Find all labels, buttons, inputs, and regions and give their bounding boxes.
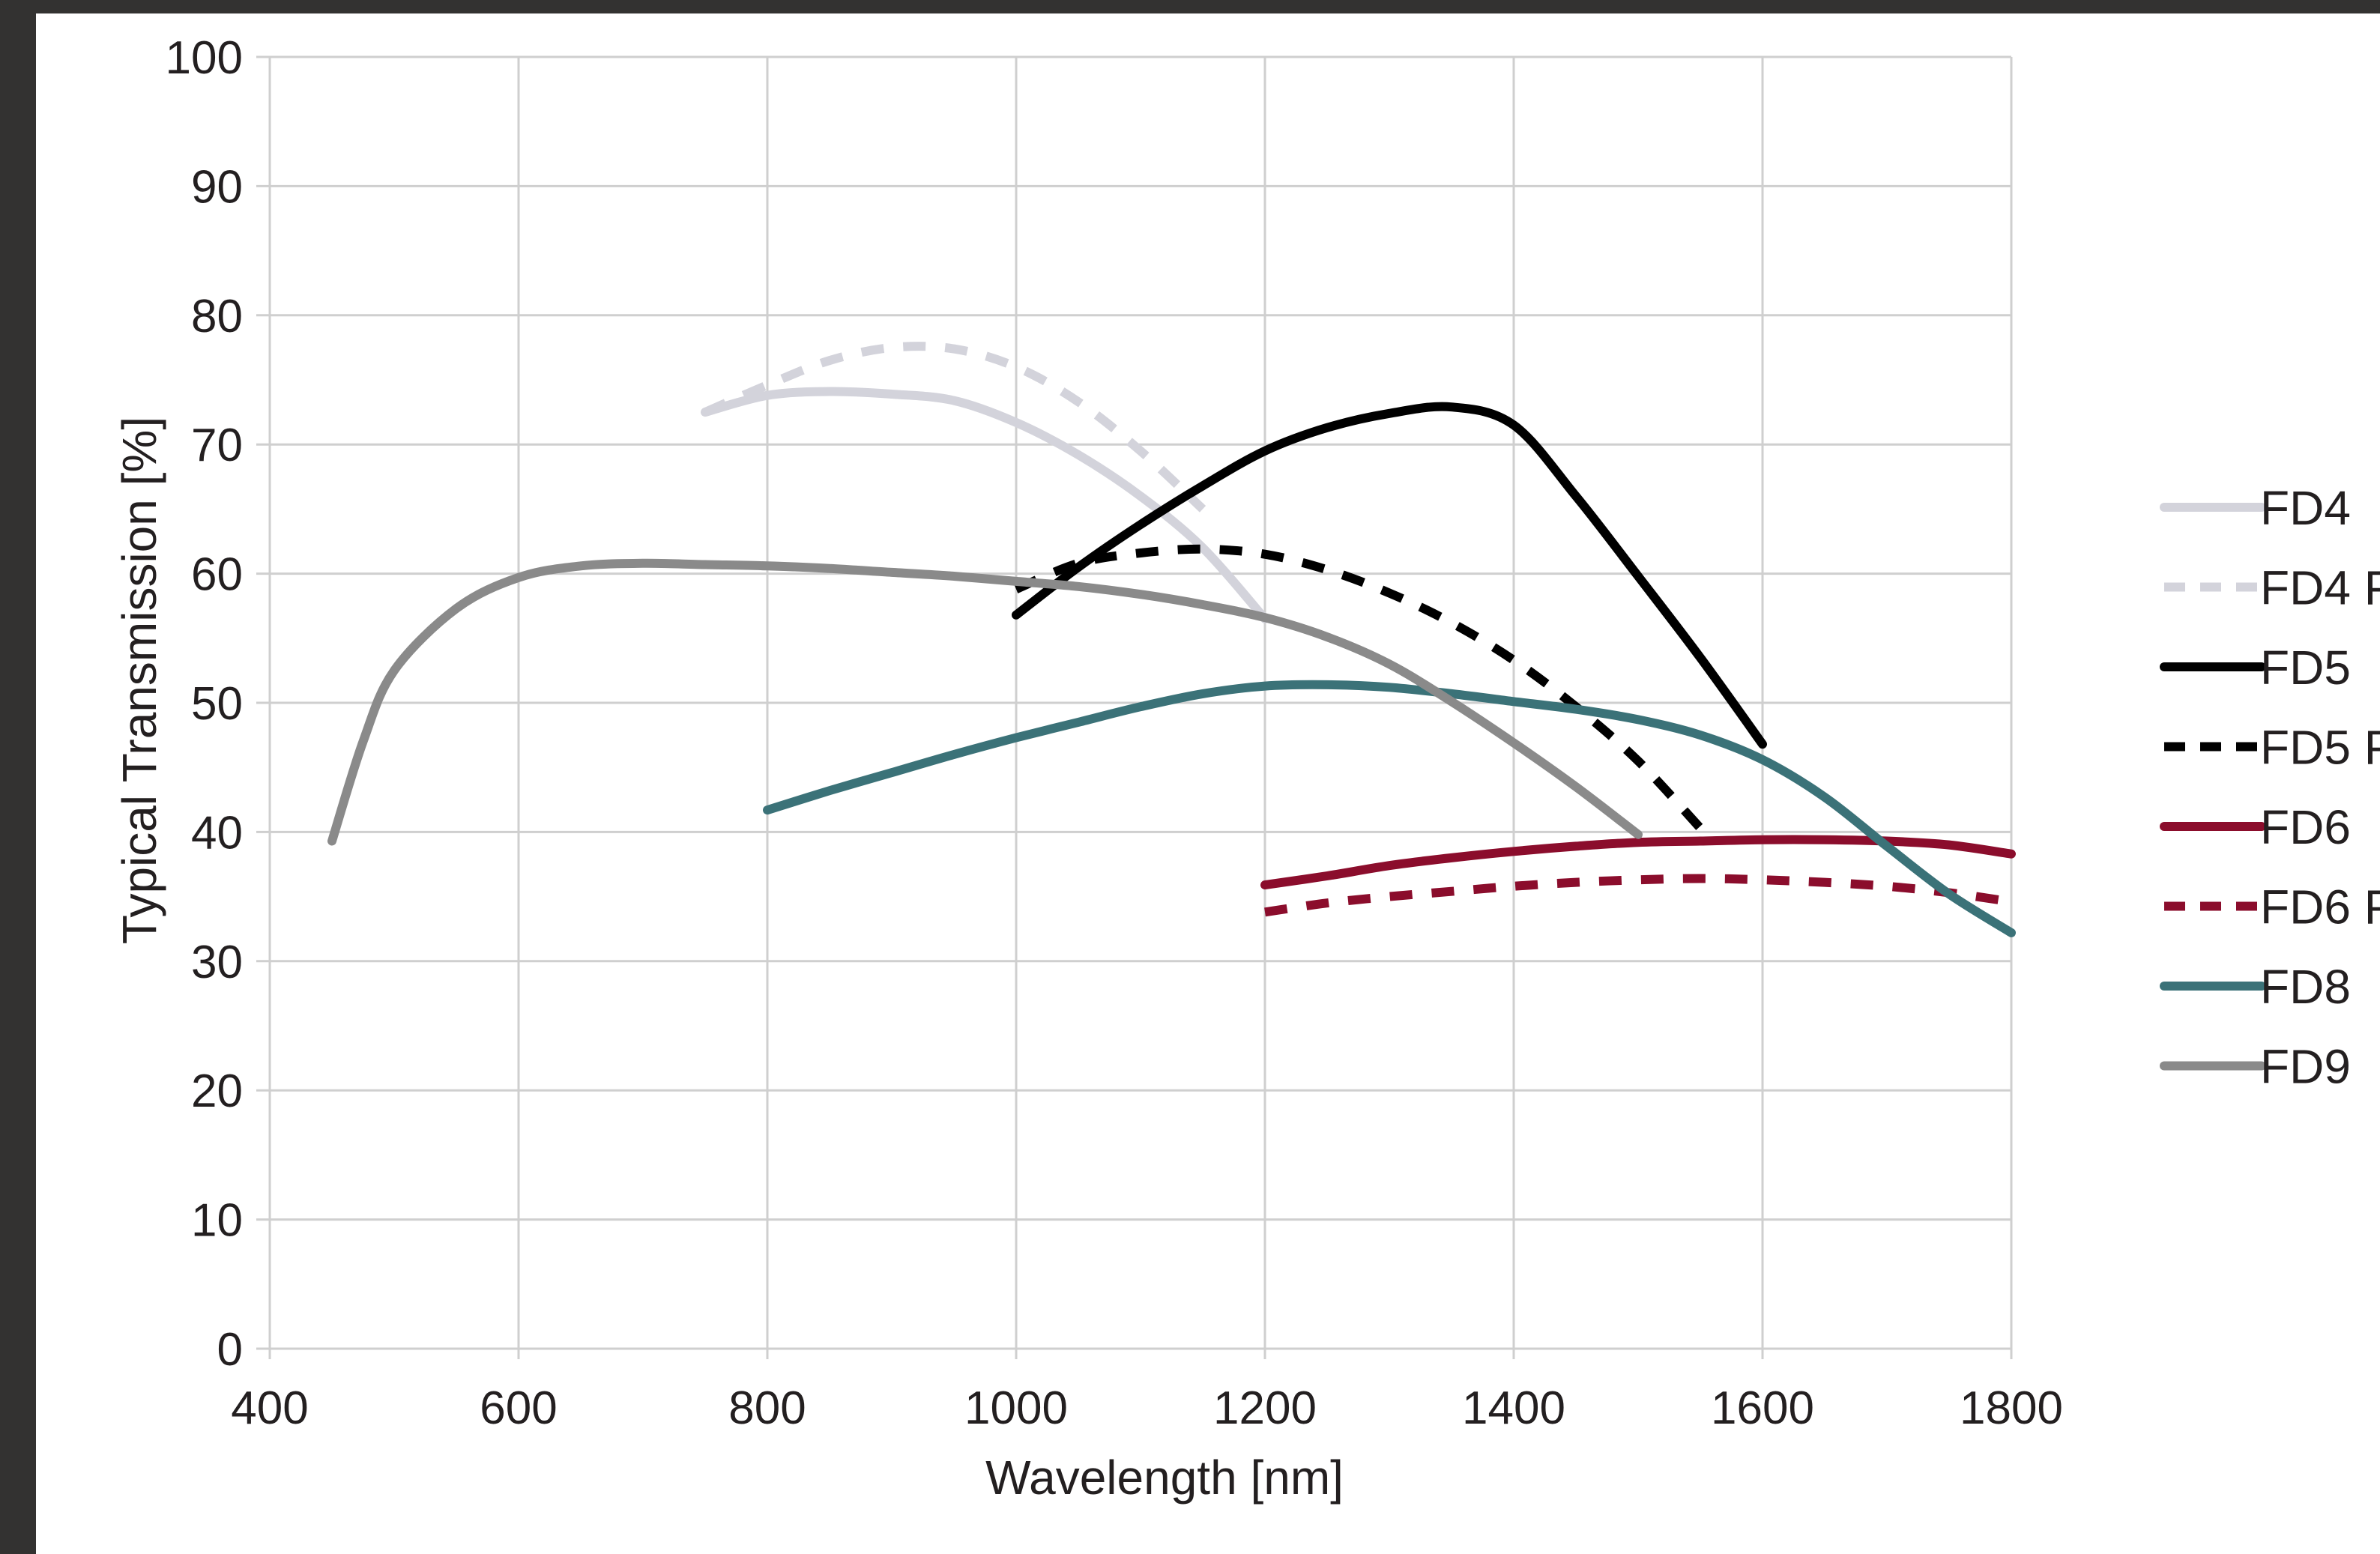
series-line-fd6 — [1260, 835, 2016, 890]
x-tick-label-400: 400 — [231, 1382, 308, 1434]
y-tick-label-90: 90 — [191, 161, 243, 213]
legend-label-fd9: FD9 — [2260, 1040, 2351, 1094]
x-tick-label-1800: 1800 — [1960, 1382, 2063, 1434]
x-tick-label-600: 600 — [480, 1382, 557, 1434]
series-line-fd4-p — [703, 342, 1206, 513]
grid-horizontal-lines — [256, 55, 2011, 1350]
series-lines — [327, 342, 2016, 937]
y-tick-label-70: 70 — [191, 420, 243, 471]
series-line-fd8 — [763, 680, 2016, 937]
legend-label-fd4: FD4 — [2260, 481, 2351, 535]
series-line-fd5 — [1012, 402, 1767, 749]
legend-label-fd5: FD5 — [2260, 641, 2351, 695]
legend-label-fd4-p: FD4 P — [2260, 561, 2380, 615]
x-tick-label-1000: 1000 — [964, 1382, 1068, 1434]
y-tick-label-40: 40 — [191, 807, 243, 859]
x-axis-title: Wavelength [nm] — [985, 1451, 1344, 1505]
grid-vertical-lines — [268, 57, 2013, 1359]
y-tick-label-30: 30 — [191, 937, 243, 988]
x-tick-label-800: 800 — [728, 1382, 806, 1434]
x-tick-label-1400: 1400 — [1462, 1382, 1565, 1434]
x-tick-label-1600: 1600 — [1711, 1382, 1814, 1434]
legend-label-fd6-p: FD6 P — [2260, 880, 2380, 934]
x-tick-label-1200: 1200 — [1213, 1382, 1317, 1434]
y-tick-label-100: 100 — [166, 32, 243, 84]
series-line-fd9 — [327, 558, 1643, 846]
series-line-fd5-p — [1014, 544, 1704, 832]
y-tick-label-10: 10 — [191, 1195, 243, 1247]
legend-label-fd6: FD6 — [2260, 800, 2351, 854]
y-tick-label-60: 60 — [191, 549, 243, 601]
chart-panel: 400 600 800 1000 1200 1400 1600 1800 0 10 20 30 40 5… — [36, 13, 2380, 1554]
series-line-fd6-p — [1264, 874, 2012, 917]
legend: FD4 FD4 P FD5 FD5 P FD6 FD6 P FD8 FD9 — [2160, 481, 2380, 1094]
y-tick-label-0: 0 — [217, 1324, 243, 1376]
y-tick-label-50: 50 — [191, 678, 243, 730]
y-axis-title: Typical Transmission [%] — [112, 417, 166, 944]
y-tick-label-20: 20 — [191, 1065, 243, 1117]
y-axis-tick-labels: 0 10 20 30 40 50 60 70 80 90 100 — [166, 32, 243, 1376]
x-axis-tick-labels: 400 600 800 1000 1200 1400 1600 1800 — [231, 1382, 2063, 1434]
legend-label-fd5-p: FD5 P — [2260, 721, 2380, 775]
transmission-chart: 400 600 800 1000 1200 1400 1600 1800 0 10 20 30 40 5… — [112, 32, 2380, 1505]
series-line-fd4 — [701, 387, 1269, 623]
y-tick-label-80: 80 — [191, 291, 243, 342]
legend-label-fd8: FD8 — [2260, 960, 2351, 1014]
